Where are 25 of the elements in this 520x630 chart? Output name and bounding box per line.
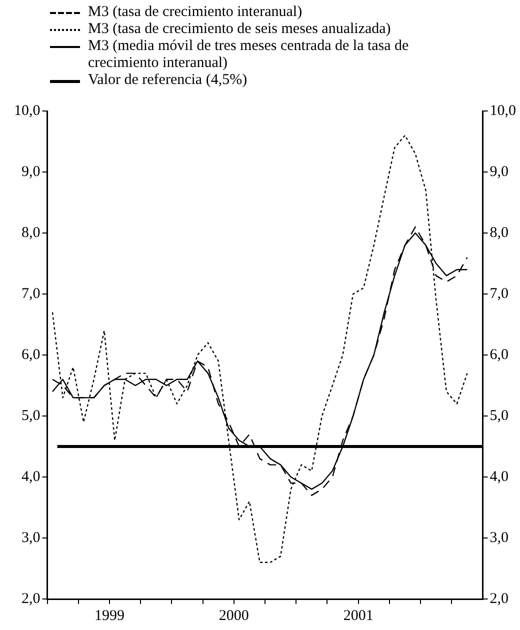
y-tick-label: 7,0: [22, 286, 40, 302]
y2-tick-label: 9,0: [490, 164, 508, 180]
legend-label: M3 (media móvil de tres meses centrada de la tasa de crecimiento interanual): [88, 38, 410, 72]
legend-label: M3 (tasa de crecimiento de seis meses anualizada): [88, 21, 392, 38]
y-tick-label: 10,0: [14, 102, 40, 119]
y-tick-label: 9,0: [22, 164, 40, 180]
y-tick-label: 6,0: [22, 346, 40, 363]
y2-tick-label: 10,0: [490, 102, 516, 119]
y-tick-label: 5,0: [22, 408, 40, 424]
y2-tick-label: 8,0: [490, 224, 508, 241]
y-tick-label: 2,0: [22, 590, 40, 607]
y-tick-label: 3,0: [22, 530, 40, 546]
y2-tick-label: 5,0: [490, 408, 508, 424]
x-tick-label: 2001: [343, 608, 374, 624]
y2-tick-label: 3,0: [490, 530, 508, 546]
x-tick-label: 2000: [218, 608, 249, 624]
y-tick-label: 8,0: [22, 224, 40, 241]
y2-tick-label: 6,0: [490, 346, 508, 363]
y-tick-label: 4,0: [22, 468, 40, 485]
y2-tick-label: 7,0: [490, 286, 508, 302]
y2-tick-label: 4,0: [490, 468, 508, 485]
legend-label: M3 (tasa de crecimiento interanual): [88, 4, 304, 21]
x-tick-label: 1999: [94, 608, 124, 624]
y2-tick-label: 2,0: [490, 590, 508, 607]
legend-label: Valor de referencia (4,5%): [88, 72, 248, 89]
